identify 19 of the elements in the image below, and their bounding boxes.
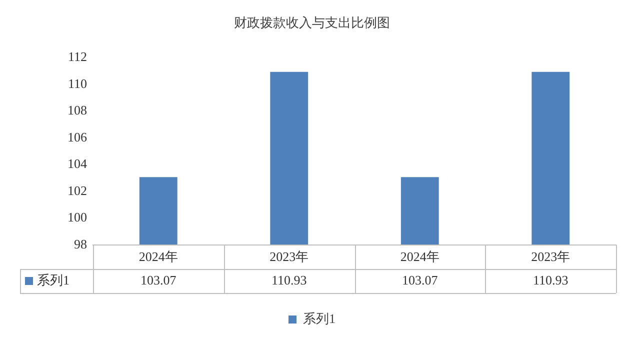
chart-title: 财政拨款收入与支出比例图 xyxy=(234,15,390,30)
data-label: 110.93 xyxy=(532,272,568,288)
y-tick-label: 108 xyxy=(68,102,87,118)
y-tick-label: 112 xyxy=(68,49,87,64)
data-label: 110.93 xyxy=(271,272,307,288)
x-tick-label: 2024年 xyxy=(138,249,178,264)
data-label: 103.07 xyxy=(402,272,438,288)
x-tick-label: 2024年 xyxy=(400,249,440,264)
legend-label: 系列1 xyxy=(303,310,336,326)
x-tick-label: 2023年 xyxy=(270,249,309,264)
y-tick-label: 110 xyxy=(68,76,87,91)
y-tick-label: 102 xyxy=(68,182,87,198)
text: 系列1 xyxy=(37,272,70,288)
y-tick-label: 104 xyxy=(68,156,88,172)
data-label: 103.07 xyxy=(140,272,177,288)
x-tick-label: 2023年 xyxy=(531,249,570,264)
y-tick-label: 98 xyxy=(74,236,87,252)
y-tick-label: 106 xyxy=(68,129,88,144)
y-tick-label: 100 xyxy=(68,210,87,225)
